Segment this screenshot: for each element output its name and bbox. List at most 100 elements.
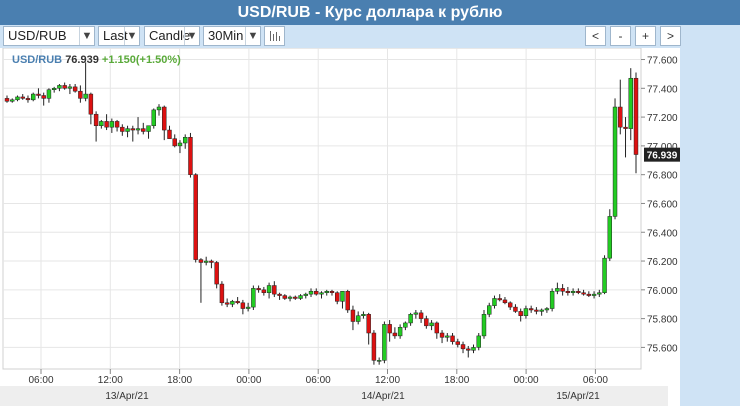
candle-body bbox=[177, 142, 183, 147]
candle-body bbox=[151, 109, 156, 126]
candle-body bbox=[25, 98, 31, 101]
candle-body bbox=[523, 308, 529, 316]
candle-body bbox=[46, 89, 52, 99]
candle bbox=[581, 289, 586, 296]
candle-body bbox=[597, 292, 602, 295]
candle bbox=[151, 108, 156, 129]
candle-body bbox=[476, 335, 481, 348]
candle bbox=[523, 305, 529, 319]
candle-body bbox=[219, 283, 225, 304]
candle-body bbox=[130, 128, 136, 131]
symbol-select[interactable]: USD/RUB ▼ bbox=[3, 26, 95, 46]
y-tick-label: 76.800 bbox=[647, 171, 678, 182]
chevron-down-icon: ▼ bbox=[184, 27, 199, 45]
candle bbox=[518, 308, 523, 322]
candle bbox=[429, 320, 434, 331]
candle bbox=[335, 291, 340, 305]
candle-body bbox=[156, 106, 162, 111]
candle-body bbox=[109, 121, 115, 128]
candle bbox=[376, 357, 382, 365]
candle bbox=[319, 291, 324, 299]
candle-body bbox=[481, 314, 487, 337]
candle-body bbox=[466, 348, 471, 351]
candle bbox=[125, 125, 130, 138]
candle bbox=[591, 291, 597, 299]
candlestick-chart[interactable]: 77.600 77.400 77.200 77.000 76.800 76.600 76.4… bbox=[0, 48, 680, 406]
candle bbox=[15, 95, 20, 102]
candle bbox=[287, 295, 293, 302]
candle-body bbox=[492, 298, 497, 306]
candle bbox=[445, 333, 450, 342]
candle-body bbox=[429, 322, 434, 327]
candle-body bbox=[4, 98, 10, 102]
candle bbox=[439, 330, 445, 344]
price-type-select[interactable]: Last ▼ bbox=[98, 26, 140, 46]
candle-body bbox=[591, 293, 597, 296]
candle-body bbox=[193, 174, 198, 260]
candle bbox=[633, 72, 639, 174]
candle bbox=[408, 312, 413, 326]
toolbar: USD/RUB ▼ Last ▼ Candle ▼ 30Min ▼ < - + … bbox=[0, 25, 740, 47]
y-tick-label: 76.400 bbox=[647, 228, 678, 239]
interval-select[interactable]: 30Min ▼ bbox=[203, 26, 261, 46]
candle bbox=[62, 82, 67, 90]
y-tick-label: 77.600 bbox=[647, 56, 678, 67]
candle-body bbox=[57, 85, 62, 89]
candle bbox=[114, 119, 120, 132]
date-bar bbox=[0, 386, 668, 406]
candle-body bbox=[340, 291, 345, 302]
candle bbox=[146, 125, 151, 139]
candle-body bbox=[544, 308, 550, 311]
scroll-back-button[interactable]: < bbox=[585, 26, 606, 46]
candle-body bbox=[366, 314, 371, 334]
last-price-label: 76.939 bbox=[647, 151, 678, 162]
candle-body bbox=[335, 292, 340, 302]
candle bbox=[277, 292, 282, 300]
candle bbox=[555, 282, 560, 295]
candle bbox=[487, 302, 492, 318]
candle-body bbox=[324, 291, 329, 293]
candle-body bbox=[10, 99, 15, 102]
candle bbox=[507, 301, 513, 310]
candle bbox=[214, 261, 219, 289]
candle-body bbox=[602, 257, 607, 293]
candle bbox=[104, 114, 109, 131]
date-label: 13/Apr/21 bbox=[105, 391, 149, 402]
y-tick-label: 77.400 bbox=[647, 84, 678, 95]
candle bbox=[492, 295, 497, 309]
candle bbox=[355, 311, 361, 325]
candle bbox=[324, 289, 329, 296]
candle bbox=[99, 119, 104, 129]
candle-body bbox=[439, 332, 445, 338]
candle-body bbox=[298, 295, 303, 299]
candle bbox=[481, 309, 487, 339]
candle bbox=[539, 308, 544, 316]
candle-body bbox=[434, 322, 440, 334]
candle bbox=[466, 345, 471, 358]
indicators-button[interactable] bbox=[264, 26, 285, 46]
candle-body bbox=[350, 309, 356, 322]
candle-body bbox=[618, 106, 623, 128]
scroll-forward-button[interactable]: > bbox=[660, 26, 681, 46]
chart-area[interactable]: 77.600 77.400 77.200 77.000 76.800 76.600 76.4… bbox=[0, 48, 680, 406]
x-tick-label: 06:00 bbox=[583, 375, 608, 386]
y-tick-label: 76.000 bbox=[647, 286, 678, 297]
candle-body bbox=[51, 88, 57, 90]
candle bbox=[502, 297, 508, 305]
candle bbox=[455, 338, 460, 348]
zoom-in-button[interactable]: + bbox=[635, 26, 656, 46]
zoom-out-button[interactable]: - bbox=[610, 26, 631, 46]
candle bbox=[392, 327, 398, 339]
candle bbox=[371, 330, 377, 365]
chart-style-select[interactable]: Candle ▼ bbox=[144, 26, 200, 46]
candle-body bbox=[146, 125, 151, 132]
candle-body bbox=[450, 335, 455, 342]
price-type-value: Last bbox=[103, 28, 128, 43]
candle-body bbox=[141, 128, 146, 132]
candle bbox=[272, 281, 277, 298]
candle bbox=[397, 324, 403, 339]
candle-body bbox=[413, 312, 419, 315]
candle-body bbox=[497, 298, 502, 301]
candle bbox=[10, 98, 15, 103]
candle-body bbox=[455, 341, 460, 345]
